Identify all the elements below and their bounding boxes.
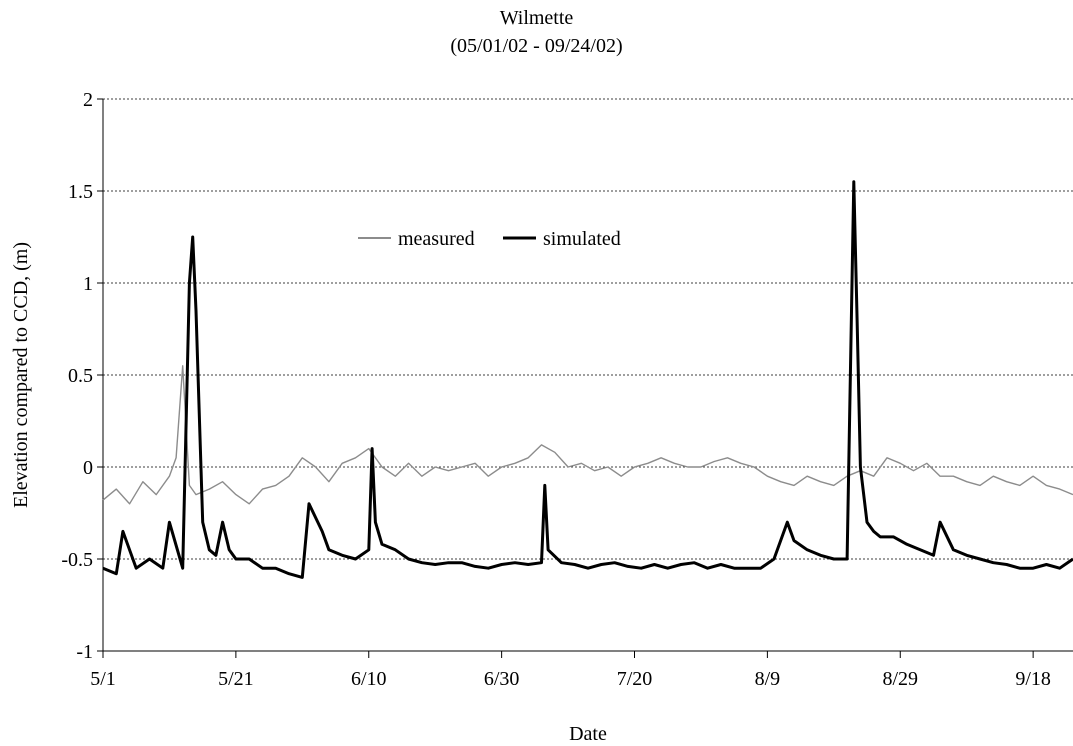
gridlines bbox=[103, 98, 1073, 560]
y-axis-title: Elevation compared to CCD, (m) bbox=[10, 242, 32, 508]
legend-label-simulated: simulated bbox=[543, 228, 621, 250]
y-tick-label: 1 bbox=[83, 273, 93, 295]
x-tick-label: 7/20 bbox=[617, 668, 653, 690]
x-tick-label: 9/18 bbox=[1015, 668, 1051, 690]
chart-subtitle: (05/01/02 - 09/24/02) bbox=[450, 35, 623, 57]
y-tick-label: 0.5 bbox=[68, 365, 93, 387]
x-tick-label: 5/1 bbox=[90, 668, 116, 690]
x-tick-label: 5/21 bbox=[218, 668, 254, 690]
series-line-simulated bbox=[102, 180, 1073, 579]
x-tick-label: 6/30 bbox=[484, 668, 520, 690]
x-axis-title: Date bbox=[569, 723, 607, 745]
y-tick-label: 0 bbox=[83, 457, 93, 479]
x-tick-label: 8/9 bbox=[755, 668, 781, 690]
y-tick-label: -1 bbox=[76, 641, 93, 663]
chart-title: Wilmette bbox=[499, 7, 574, 29]
y-tick-label: 1.5 bbox=[68, 181, 93, 203]
axes: -1 -0.5 0 0.5 1 1.5 2 5/1 5/21 6/10 6/30 7/20 8/9 8/2… bbox=[61, 89, 1073, 690]
legend-label-measured: measured bbox=[398, 228, 475, 250]
series bbox=[102, 180, 1073, 579]
y-tick-label: -0.5 bbox=[61, 549, 93, 571]
y-tick-label: 2 bbox=[83, 89, 93, 111]
x-tick-label: 8/29 bbox=[882, 668, 918, 690]
series-line-measured bbox=[102, 365, 1073, 505]
x-tick-label: 6/10 bbox=[351, 668, 387, 690]
legend: measured simulated bbox=[358, 228, 621, 250]
